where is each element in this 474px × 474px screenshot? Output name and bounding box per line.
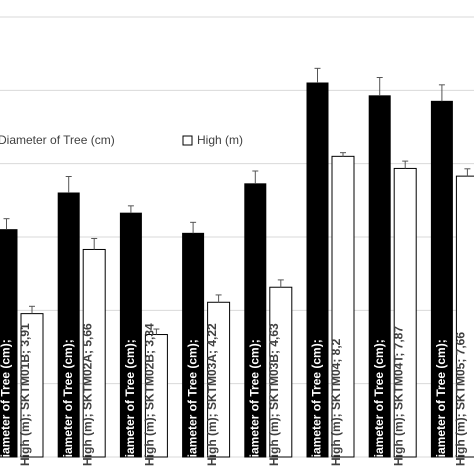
data-label: High (m); SKTM03B; 4,63 [267,323,281,466]
data-label: High (m); SKTM04; 8,2 [329,338,343,466]
legend-swatch [182,135,193,146]
data-label: Diameter of Tree (cm); [61,339,75,466]
data-label: High (m); SKTM04T; 7,87 [391,326,405,466]
data-label: Diameter of Tree (cm); [123,339,137,466]
legend-label: High (m) [197,133,243,147]
data-label: High (m); SKTM05; 7,66 [454,332,468,466]
legend-label: Diameter of Tree (cm) [0,133,115,147]
data-label: Diameter of Tree (cm); [0,339,13,466]
data-label: High (m); SKTM03A; 4,22 [205,323,219,466]
data-label: High (m); SKTM02A; 5,66 [80,323,94,466]
data-label: Diameter of Tree (cm); [185,339,199,466]
data-label: High (m); SKTM02B; 3,34 [143,323,157,466]
data-label: High (m); SKTM01B; 3,91 [18,323,32,466]
data-label: Diameter of Tree (cm); [372,339,386,466]
data-label: Diameter of Tree (cm); [247,339,261,466]
data-label: Diameter of Tree (cm); [434,339,448,466]
data-label: Diameter of Tree (cm); [310,339,324,466]
